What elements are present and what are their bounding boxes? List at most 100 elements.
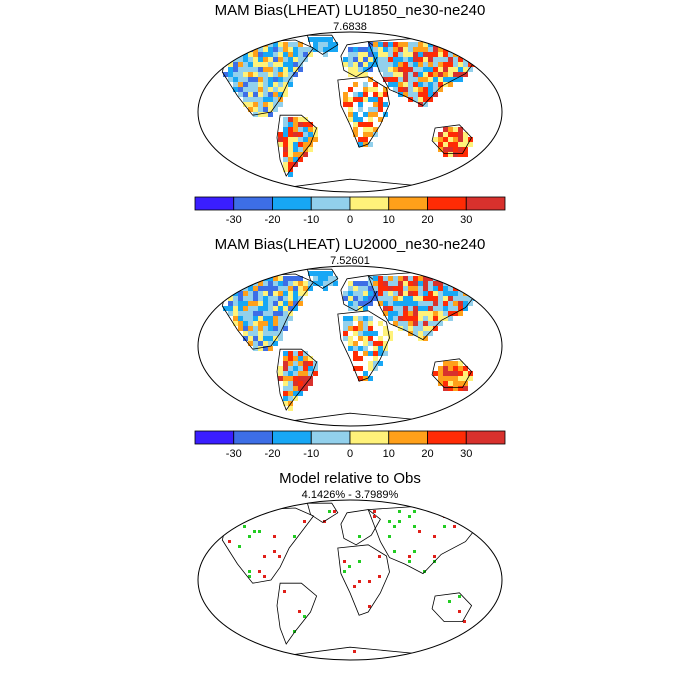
bias-cell: [333, 47, 338, 52]
panel2-colorbar: -30 -20 -10 0 10 20 30: [194, 430, 506, 460]
bias-cell: [413, 92, 418, 97]
bias-cell: [423, 57, 428, 62]
bias-cell: [468, 67, 473, 72]
diff-marker: [293, 535, 296, 538]
bias-cell: [458, 137, 463, 142]
bias-cell: [438, 311, 443, 316]
bias-cell: [273, 331, 278, 336]
bias-cell: [453, 301, 458, 306]
bias-cell: [453, 386, 458, 391]
bias-cell: [248, 77, 253, 82]
bias-cell: [353, 92, 358, 97]
bias-cell: [413, 72, 418, 77]
bias-cell: [363, 182, 368, 187]
bias-cell: [418, 286, 423, 291]
bias-cell: [308, 37, 313, 42]
bias-cell: [248, 311, 253, 316]
bias-cell: [238, 92, 243, 97]
bias-cell: [448, 296, 453, 301]
bias-cell: [378, 127, 383, 132]
bias-cell: [408, 72, 413, 77]
bias-cell: [348, 102, 353, 107]
bias-cell: [358, 286, 363, 291]
bias-cell: [408, 306, 413, 311]
bias-cell: [388, 102, 393, 107]
bias-cell: [373, 276, 378, 281]
bias-cell: [413, 42, 418, 47]
bias-cell: [373, 102, 378, 107]
bias-cell: [278, 286, 283, 291]
bias-cell: [418, 52, 423, 57]
bias-cell: [288, 147, 293, 152]
bias-cell: [363, 361, 368, 366]
bias-cell: [253, 291, 258, 296]
bias-cell: [353, 67, 358, 72]
bias-cell: [448, 77, 453, 82]
bias-cell: [258, 306, 263, 311]
bias-cell: [288, 122, 293, 127]
bias-cell: [288, 82, 293, 87]
bias-cell: [368, 281, 373, 286]
bias-cell: [318, 276, 323, 281]
bias-cell: [363, 336, 368, 341]
bias-cell: [288, 366, 293, 371]
bias-cell: [348, 421, 353, 426]
bias-cell: [358, 127, 363, 132]
bias-cell: [298, 62, 303, 67]
bias-cell: [328, 187, 333, 192]
bias-cell: [373, 346, 378, 351]
bias-cell: [323, 42, 328, 47]
coastline-namerica: [221, 507, 315, 584]
bias-cell: [243, 316, 248, 321]
bias-cell: [403, 87, 408, 92]
bias-cell: [448, 376, 453, 381]
bias-cell: [263, 82, 268, 87]
bias-cell: [413, 281, 418, 286]
bias-cell: [273, 316, 278, 321]
bias-cell: [443, 137, 448, 142]
bias-cell: [423, 47, 428, 52]
bias-cell: [338, 416, 343, 421]
bias-cell: [458, 386, 463, 391]
bias-cell: [298, 57, 303, 62]
bias-cell: [423, 82, 428, 87]
bias-cell: [298, 301, 303, 306]
bias-cell: [388, 336, 393, 341]
bias-cell: [283, 127, 288, 132]
bias-cell: [283, 157, 288, 162]
bias-cell: [293, 42, 298, 47]
bias-cell: [393, 306, 398, 311]
diff-marker: [243, 525, 246, 528]
bias-cell: [298, 42, 303, 47]
bias-cell: [268, 341, 273, 346]
bias-cell: [283, 311, 288, 316]
bias-cell: [363, 107, 368, 112]
bias-cell: [343, 331, 348, 336]
bias-cell: [258, 92, 263, 97]
bias-cell: [258, 286, 263, 291]
bias-cell: [458, 296, 463, 301]
bias-cell: [348, 326, 353, 331]
bias-cell: [413, 97, 418, 102]
bias-cell: [353, 57, 358, 62]
bias-cell: [253, 102, 258, 107]
bias-cell: [348, 336, 353, 341]
coastline-europe: [340, 275, 381, 312]
bias-cell: [383, 351, 388, 356]
bias-cell: [353, 416, 358, 421]
bias-cell: [378, 187, 383, 192]
bias-cell: [308, 356, 313, 361]
bias-cell: [328, 37, 333, 42]
bias-cell: [283, 62, 288, 67]
bias-cell: [353, 187, 358, 192]
bias-cell: [288, 117, 293, 122]
bias-cell: [388, 57, 393, 62]
colorbar-swatch: [349, 196, 390, 211]
bias-cell: [368, 336, 373, 341]
bias-cell: [368, 326, 373, 331]
bias-cell: [303, 52, 308, 57]
bias-cell: [308, 381, 313, 386]
bias-cell: [453, 296, 458, 301]
bias-cell: [378, 421, 383, 426]
colorbar-tick-label: -30: [226, 448, 242, 460]
